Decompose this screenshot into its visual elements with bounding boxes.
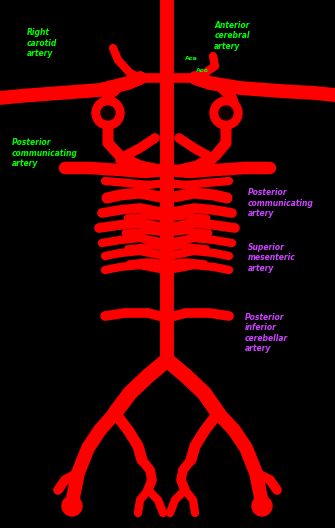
Text: Aca: Aca [185,55,198,61]
Circle shape [101,106,115,120]
Circle shape [210,97,242,129]
Circle shape [62,496,82,516]
Circle shape [219,106,233,120]
Text: Aco: Aco [196,68,209,72]
Text: Posterior
communicating
artery: Posterior communicating artery [248,188,314,218]
Text: Superior
mesenteric
artery: Superior mesenteric artery [248,243,296,273]
Circle shape [252,496,272,516]
Text: Posterior
communicating
artery: Posterior communicating artery [12,138,78,168]
Text: Posterior
inferior
cerebellar
artery: Posterior inferior cerebellar artery [245,313,288,353]
Circle shape [92,97,124,129]
Text: Right
carotid
artery: Right carotid artery [27,28,57,58]
Text: Anterior
cerebral
artery: Anterior cerebral artery [214,21,250,51]
